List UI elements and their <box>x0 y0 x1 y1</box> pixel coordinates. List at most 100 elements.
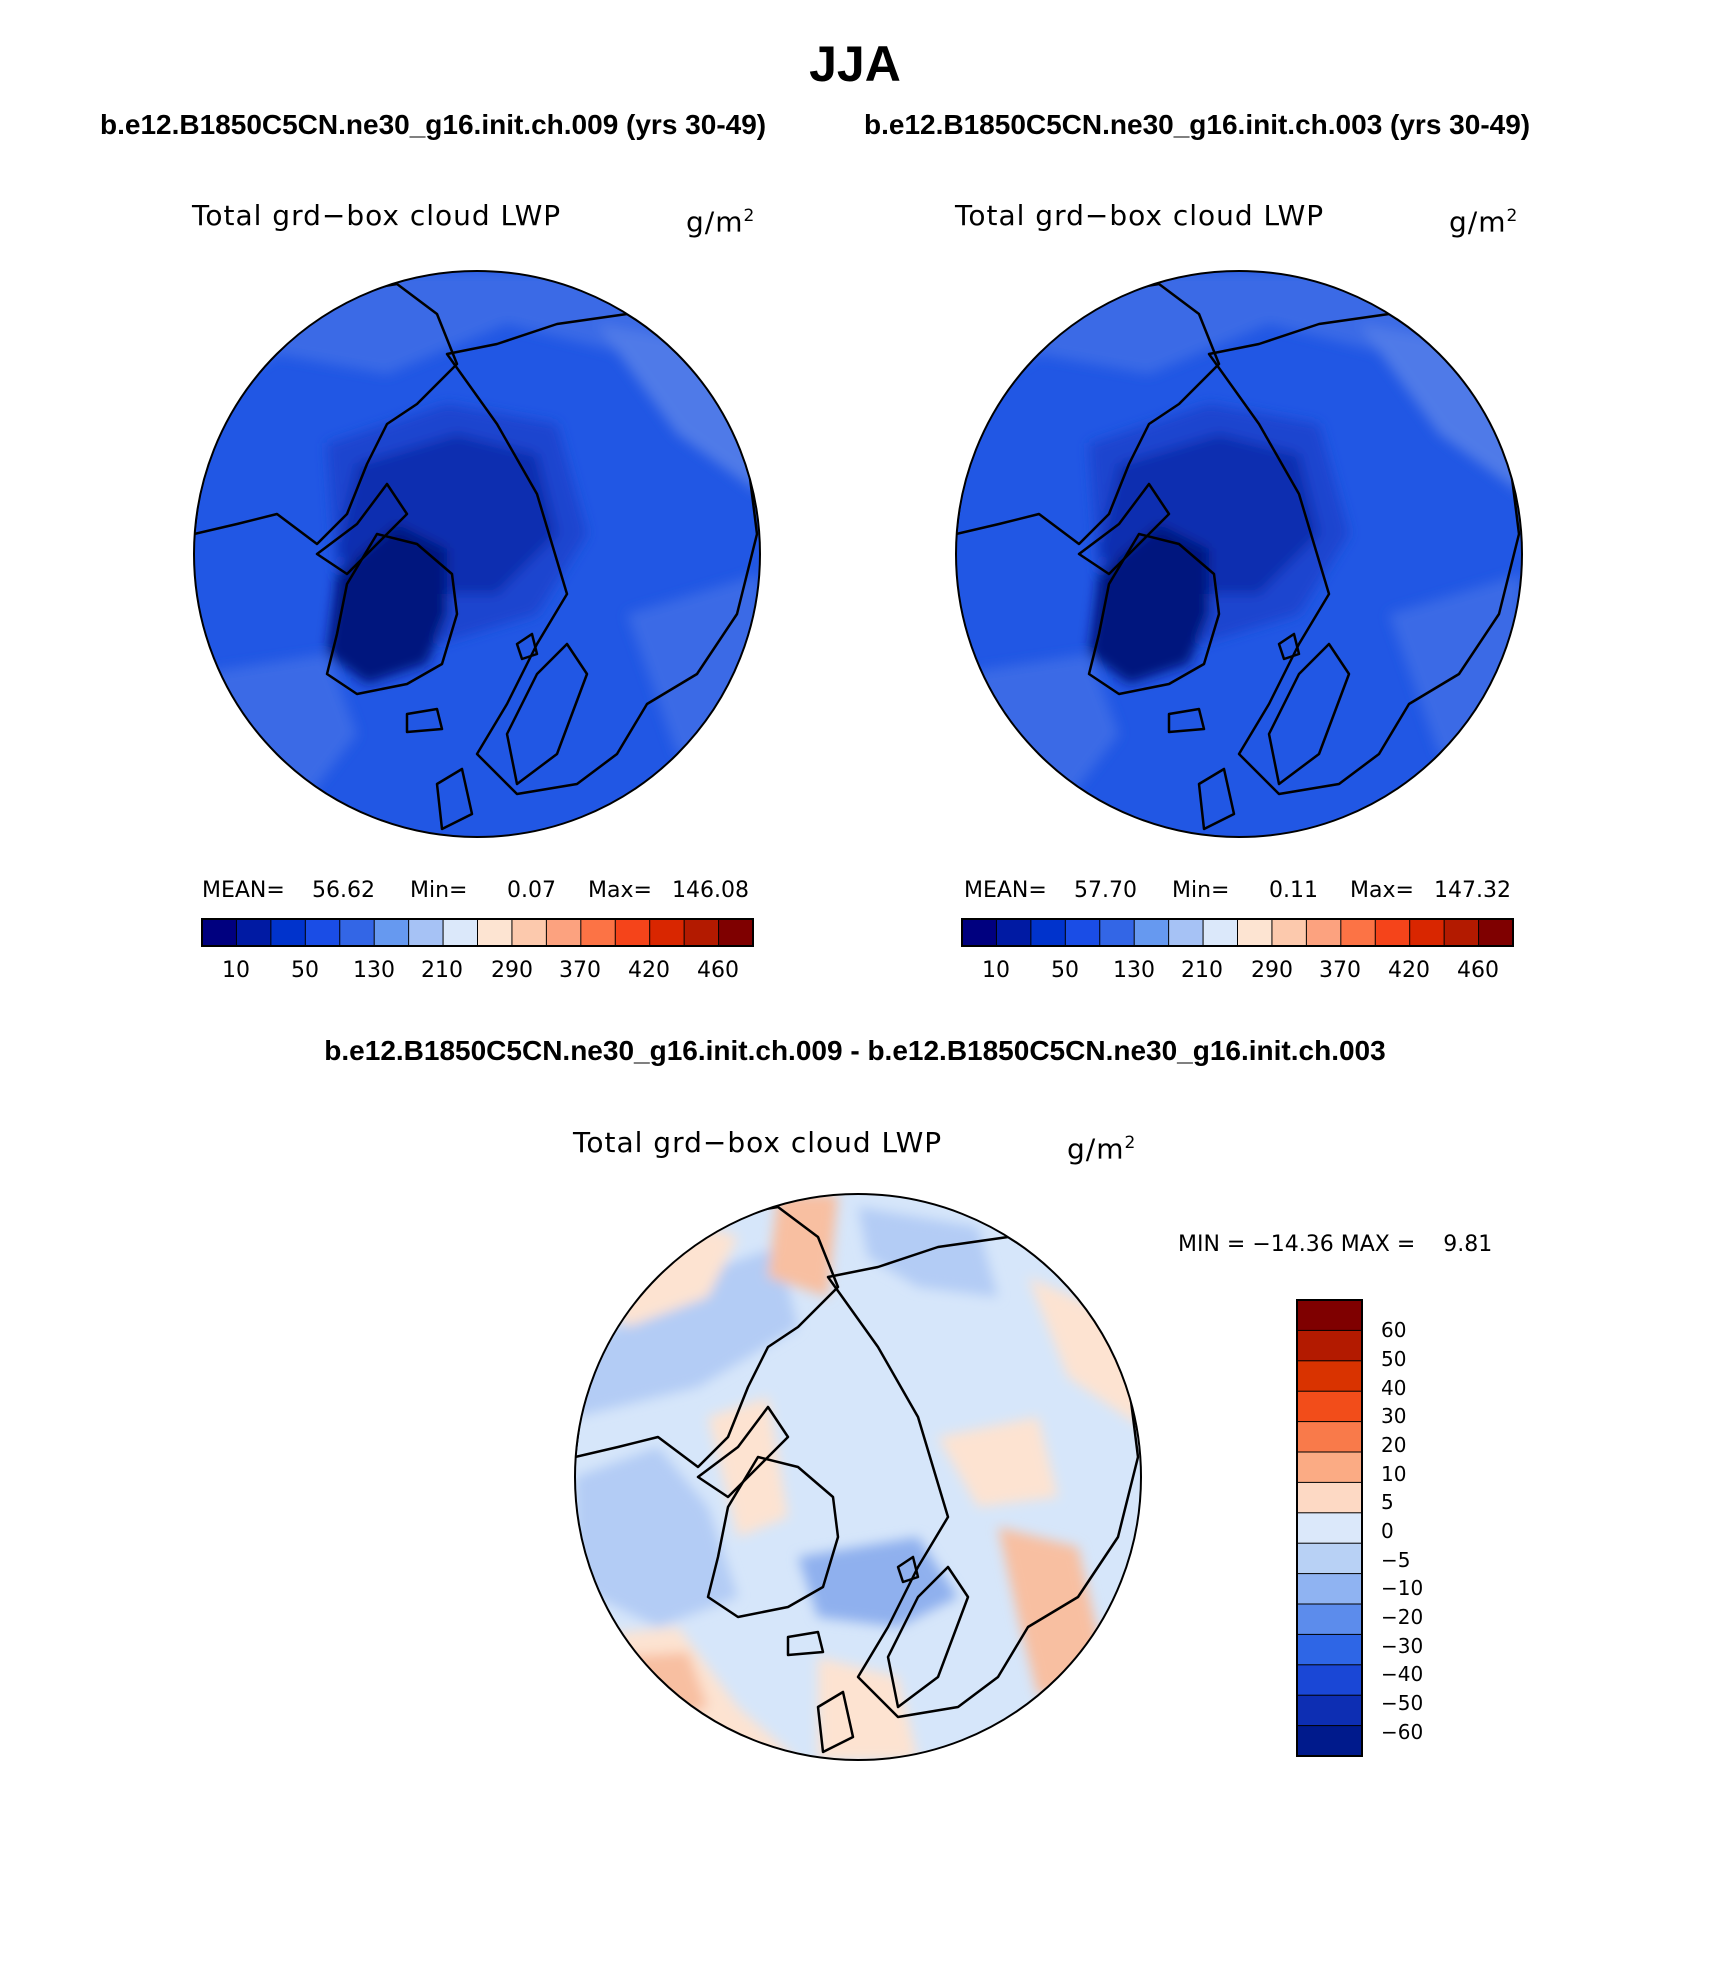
difference-colorbar-label: 30 <box>1381 1404 1407 1428</box>
left-panel-subtitle: b.e12.B1850C5CN.ne30_g16.init.ch.009 (yr… <box>100 109 767 140</box>
difference-colorbar-label: 60 <box>1381 1318 1407 1342</box>
colorbar-swatch <box>373 918 410 947</box>
difference-colorbar <box>1296 1299 1363 1757</box>
colorbar-swatch <box>1064 918 1101 947</box>
field-patch <box>938 1417 1058 1507</box>
right-colorbar <box>961 918 1514 947</box>
difference-colorbar-label: −30 <box>1381 1634 1424 1658</box>
difference-colorbar-label: −5 <box>1381 1548 1411 1572</box>
right-colorbar-label: 210 <box>1181 958 1223 983</box>
colorbar-swatch <box>1237 918 1273 947</box>
left-polar-map <box>194 271 760 837</box>
coastline <box>1267 642 1351 786</box>
colorbar-swatch <box>1374 918 1411 947</box>
left-min-value: 0.07 <box>507 878 556 903</box>
field-patch <box>798 1537 958 1627</box>
colorbar-swatch <box>1443 918 1480 947</box>
colorbar-swatch <box>614 918 651 947</box>
field-patch <box>858 1207 998 1297</box>
colorbar-swatch <box>1296 1664 1363 1697</box>
colorbar-swatch <box>511 918 548 947</box>
field-patch <box>708 1397 788 1537</box>
colorbar-frame <box>961 918 1514 947</box>
left-variable-title: Total grd−box cloud LWP <box>192 199 562 232</box>
field-band <box>956 654 1119 837</box>
coastline <box>1277 632 1301 661</box>
coastline <box>515 632 539 661</box>
colorbar-swatch <box>1296 1725 1363 1757</box>
left-colorbar-label: 460 <box>697 958 739 983</box>
colorbar-swatch <box>1099 918 1136 947</box>
coastline <box>1167 707 1206 734</box>
left-colorbar <box>201 918 754 947</box>
colorbar-swatch <box>995 918 1032 947</box>
right-colorbar-label: 50 <box>1051 958 1079 983</box>
field-patch <box>575 1447 738 1627</box>
colorbar-swatch <box>1409 918 1446 947</box>
right-mean-value: 57.70 <box>1074 878 1137 903</box>
colorbar-swatch <box>683 918 720 947</box>
colorbar-swatch <box>1296 1512 1363 1545</box>
coastline <box>505 642 589 786</box>
difference-colorbar-label: −50 <box>1381 1691 1424 1715</box>
colorbar-swatch <box>442 918 479 947</box>
colorbar-swatch <box>1030 918 1067 947</box>
difference-colorbar-label: 10 <box>1381 1462 1407 1486</box>
coastline <box>706 1455 840 1619</box>
left-mean-value: 56.62 <box>312 878 375 903</box>
colorbar-swatch <box>1133 918 1170 947</box>
right-colorbar-label: 370 <box>1319 958 1361 983</box>
right-mean-label: MEAN= <box>964 878 1047 903</box>
right-min-value: 0.11 <box>1269 878 1318 903</box>
coastline <box>896 1555 920 1584</box>
difference-variable-title: Total grd−box cloud LWP <box>573 1126 943 1159</box>
left-colorbar-label: 420 <box>628 958 670 983</box>
difference-colorbar-label: 0 <box>1381 1519 1394 1543</box>
left-colorbar-label: 130 <box>353 958 395 983</box>
left-units: g/m2 <box>686 205 756 239</box>
colorbar-swatch <box>1296 1603 1363 1636</box>
colorbar-swatch <box>1202 918 1239 947</box>
left-min-label: Min= <box>410 878 468 903</box>
colorbar-swatch <box>1296 1633 1363 1666</box>
difference-colorbar-label: −60 <box>1381 1720 1424 1744</box>
colorbar-swatch <box>477 918 513 947</box>
colorbar-swatch <box>1296 1329 1363 1362</box>
difference-colorbar-label: −40 <box>1381 1662 1424 1686</box>
colorbar-swatch <box>339 918 376 947</box>
colorbar-swatch <box>1296 1573 1363 1605</box>
difference-units: g/m2 <box>1067 1132 1137 1166</box>
colorbar-swatch <box>235 918 272 947</box>
main-title: JJA <box>809 36 901 92</box>
colorbar-frame <box>201 918 754 947</box>
field-band <box>194 654 357 837</box>
coastline <box>325 532 459 696</box>
colorbar-swatch <box>1296 1360 1363 1393</box>
difference-map-border <box>574 1193 1142 1761</box>
colorbar-swatch <box>1296 1390 1363 1423</box>
colorbar-swatch <box>1340 918 1377 947</box>
right-units: g/m2 <box>1449 205 1519 239</box>
field-patch <box>575 1247 798 1417</box>
coastline <box>1077 482 1171 576</box>
difference-colorbar-label: 40 <box>1381 1376 1407 1400</box>
colorbar-swatch <box>1168 918 1205 947</box>
right-colorbar-label: 460 <box>1457 958 1499 983</box>
right-colorbar-label: 130 <box>1113 958 1155 983</box>
colorbar-swatch <box>580 918 617 947</box>
colorbar-swatch <box>1296 1451 1363 1484</box>
left-colorbar-label: 210 <box>421 958 463 983</box>
colorbar-swatch <box>270 918 307 947</box>
coastline <box>696 1405 790 1499</box>
coastline <box>786 1630 825 1657</box>
right-min-label: Min= <box>1172 878 1230 903</box>
left-colorbar-label: 290 <box>491 958 533 983</box>
left-colorbar-label: 370 <box>559 958 601 983</box>
coastline <box>315 482 409 576</box>
coastline <box>435 767 474 831</box>
right-colorbar-label: 420 <box>1388 958 1430 983</box>
colorbar-swatch <box>1296 1694 1363 1727</box>
left-map-border <box>193 270 761 838</box>
colorbar-swatch <box>408 918 445 947</box>
